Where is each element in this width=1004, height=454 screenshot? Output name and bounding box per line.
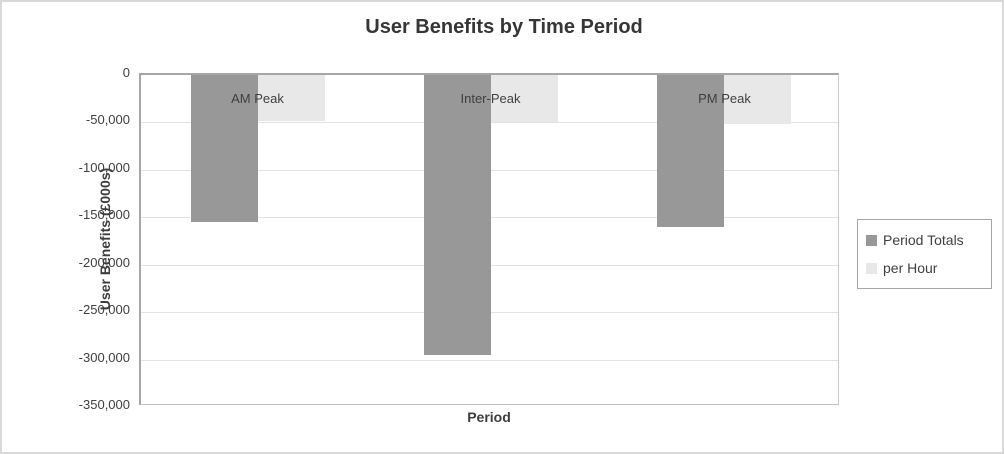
y-tick-label: -150,000 (78, 207, 130, 222)
y-tick-label: 0 (122, 65, 130, 80)
legend-item-per-hour: per Hour (866, 260, 983, 276)
legend-swatch (866, 262, 877, 274)
y-tick-label: -200,000 (78, 255, 130, 270)
y-tick-label: -50,000 (85, 112, 130, 127)
gridline (141, 360, 838, 361)
category-label-inter-peak: Inter-Peak (460, 91, 521, 106)
y-tick-label: -350,000 (78, 397, 130, 412)
y-axis-title-text: User Benefits (£000s) (97, 167, 113, 311)
legend-label: Period Totals (883, 232, 964, 248)
bar-period-totals-inter-peak (424, 75, 491, 355)
category-label-am-peak: AM Peak (231, 91, 284, 106)
legend: Period Totals per Hour (857, 219, 992, 289)
bar-per-hour-pm-peak (724, 75, 791, 124)
bar-per-hour-am-peak (258, 75, 325, 121)
category-label-pm-peak: PM Peak (698, 91, 751, 106)
legend-item-period-totals: Period Totals (866, 232, 983, 248)
x-axis-title: Period (467, 409, 511, 425)
legend-swatch (866, 234, 877, 246)
plot-area: AM Peak Inter-Peak PM Peak (139, 73, 839, 405)
chart-title: User Benefits by Time Period (365, 16, 643, 38)
y-tick-label: -100,000 (78, 160, 130, 175)
bar-period-totals-am-peak (191, 75, 258, 222)
legend-label: per Hour (883, 260, 938, 276)
y-tick-label: -300,000 (78, 350, 130, 365)
y-tick-label: -250,000 (78, 302, 130, 317)
bar-per-hour-inter-peak (491, 75, 558, 122)
bar-period-totals-pm-peak (657, 75, 724, 227)
